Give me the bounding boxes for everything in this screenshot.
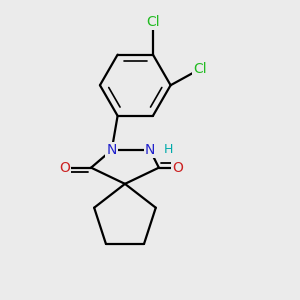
Text: O: O — [59, 161, 70, 175]
Text: N: N — [106, 143, 117, 157]
Text: Cl: Cl — [193, 62, 207, 76]
Text: N: N — [145, 143, 155, 157]
Text: O: O — [172, 161, 183, 175]
Text: Cl: Cl — [146, 15, 160, 29]
Text: H: H — [164, 143, 173, 157]
